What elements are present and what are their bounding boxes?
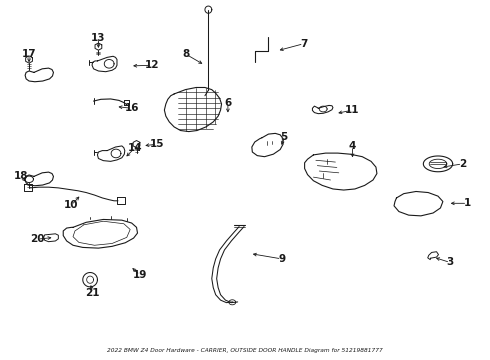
Text: 5: 5 — [280, 132, 288, 142]
Text: 21: 21 — [85, 288, 100, 298]
Text: 11: 11 — [345, 105, 360, 115]
Text: 13: 13 — [91, 33, 106, 43]
Text: 1: 1 — [464, 198, 471, 208]
Text: 18: 18 — [14, 171, 28, 181]
Text: 2: 2 — [459, 159, 466, 169]
Text: 6: 6 — [224, 98, 231, 108]
Text: 10: 10 — [64, 200, 79, 210]
Text: 7: 7 — [300, 39, 307, 49]
Text: 8: 8 — [183, 49, 190, 59]
Text: 4: 4 — [349, 141, 356, 151]
Text: 3: 3 — [446, 257, 454, 267]
Text: 20: 20 — [30, 234, 45, 244]
Text: 2022 BMW Z4 Door Hardware - CARRIER, OUTSIDE DOOR HANDLE Diagram for 51219881777: 2022 BMW Z4 Door Hardware - CARRIER, OUT… — [107, 348, 383, 353]
Text: 16: 16 — [124, 103, 139, 113]
Text: 19: 19 — [133, 270, 147, 280]
Text: 17: 17 — [22, 49, 36, 59]
Text: 12: 12 — [145, 60, 159, 70]
Text: 9: 9 — [278, 254, 285, 264]
Text: 15: 15 — [150, 139, 164, 149]
Text: 14: 14 — [128, 143, 143, 153]
